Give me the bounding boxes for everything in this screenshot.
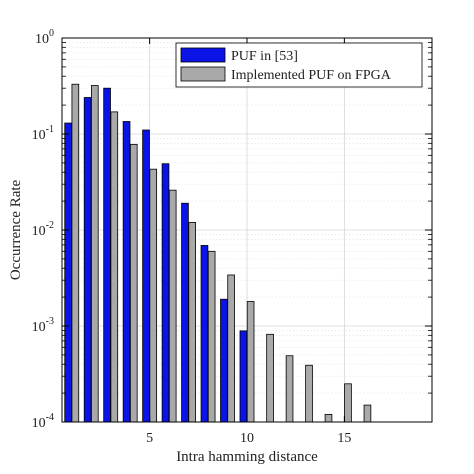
bar-implemented-puf-x6: [168, 189, 177, 423]
bar-puf-53-x8: [200, 245, 209, 423]
bar-implemented-puf-x10: [246, 301, 255, 423]
tick-label-x: 15: [337, 431, 351, 446]
bar-implemented-puf-x13: [305, 364, 313, 423]
bar-implemented-puf-x14: [324, 413, 333, 423]
bar-implemented-puf-x3: [110, 111, 119, 423]
bar-puf-53-x7: [181, 202, 189, 423]
bar-puf-53-x3: [103, 87, 111, 423]
legend-label: PUF in [53]: [231, 49, 298, 64]
tick-label-y: 10-4: [32, 412, 54, 431]
legend-swatch: [180, 66, 226, 82]
bar-implemented-puf-x8: [207, 250, 216, 423]
legend: PUF in [53] Implemented PUF on FPGA: [175, 42, 423, 88]
bar-implemented-puf-x1: [71, 83, 80, 423]
bar-puf-53-x1: [64, 122, 72, 423]
bar-implemented-puf-x2: [91, 85, 99, 423]
ticks: 5 10 15 100 10-1 10-2 10-3 10-4: [32, 28, 432, 446]
tick-label-y: 100: [35, 28, 54, 47]
bar-implemented-puf-x4: [129, 143, 138, 423]
legend-swatch: [180, 47, 226, 63]
bar-puf-53-x10: [239, 330, 248, 423]
bar-implemented-puf-x7: [188, 221, 196, 423]
y-axis-label: Occurrence Rate: [8, 179, 24, 280]
bar-implemented-puf-x9: [227, 274, 235, 423]
bar-puf-53-x6: [161, 163, 170, 423]
bar-puf-53-x5: [142, 129, 150, 423]
bar-implemented-puf-x15: [344, 383, 352, 423]
bar-implemented-puf-x12: [285, 355, 294, 423]
tick-label-y: 10-2: [32, 220, 54, 239]
tick-label-y: 10-3: [32, 316, 54, 335]
legend-label: Implemented PUF on FPGA: [231, 68, 392, 83]
x-axis-label: Intra hamming distance: [176, 449, 318, 465]
bar-puf-53-x2: [83, 97, 92, 423]
bar-implemented-puf-x11: [266, 333, 274, 423]
bar-implemented-puf-x16: [363, 404, 372, 423]
tick-label-x: 10: [240, 431, 254, 446]
tick-label-y: 10-1: [32, 124, 54, 143]
bar-puf-53-x9: [220, 298, 228, 423]
bar-puf-53-x4: [122, 121, 131, 423]
bar-implemented-puf-x5: [149, 168, 158, 423]
tick-label-x: 5: [146, 431, 153, 446]
